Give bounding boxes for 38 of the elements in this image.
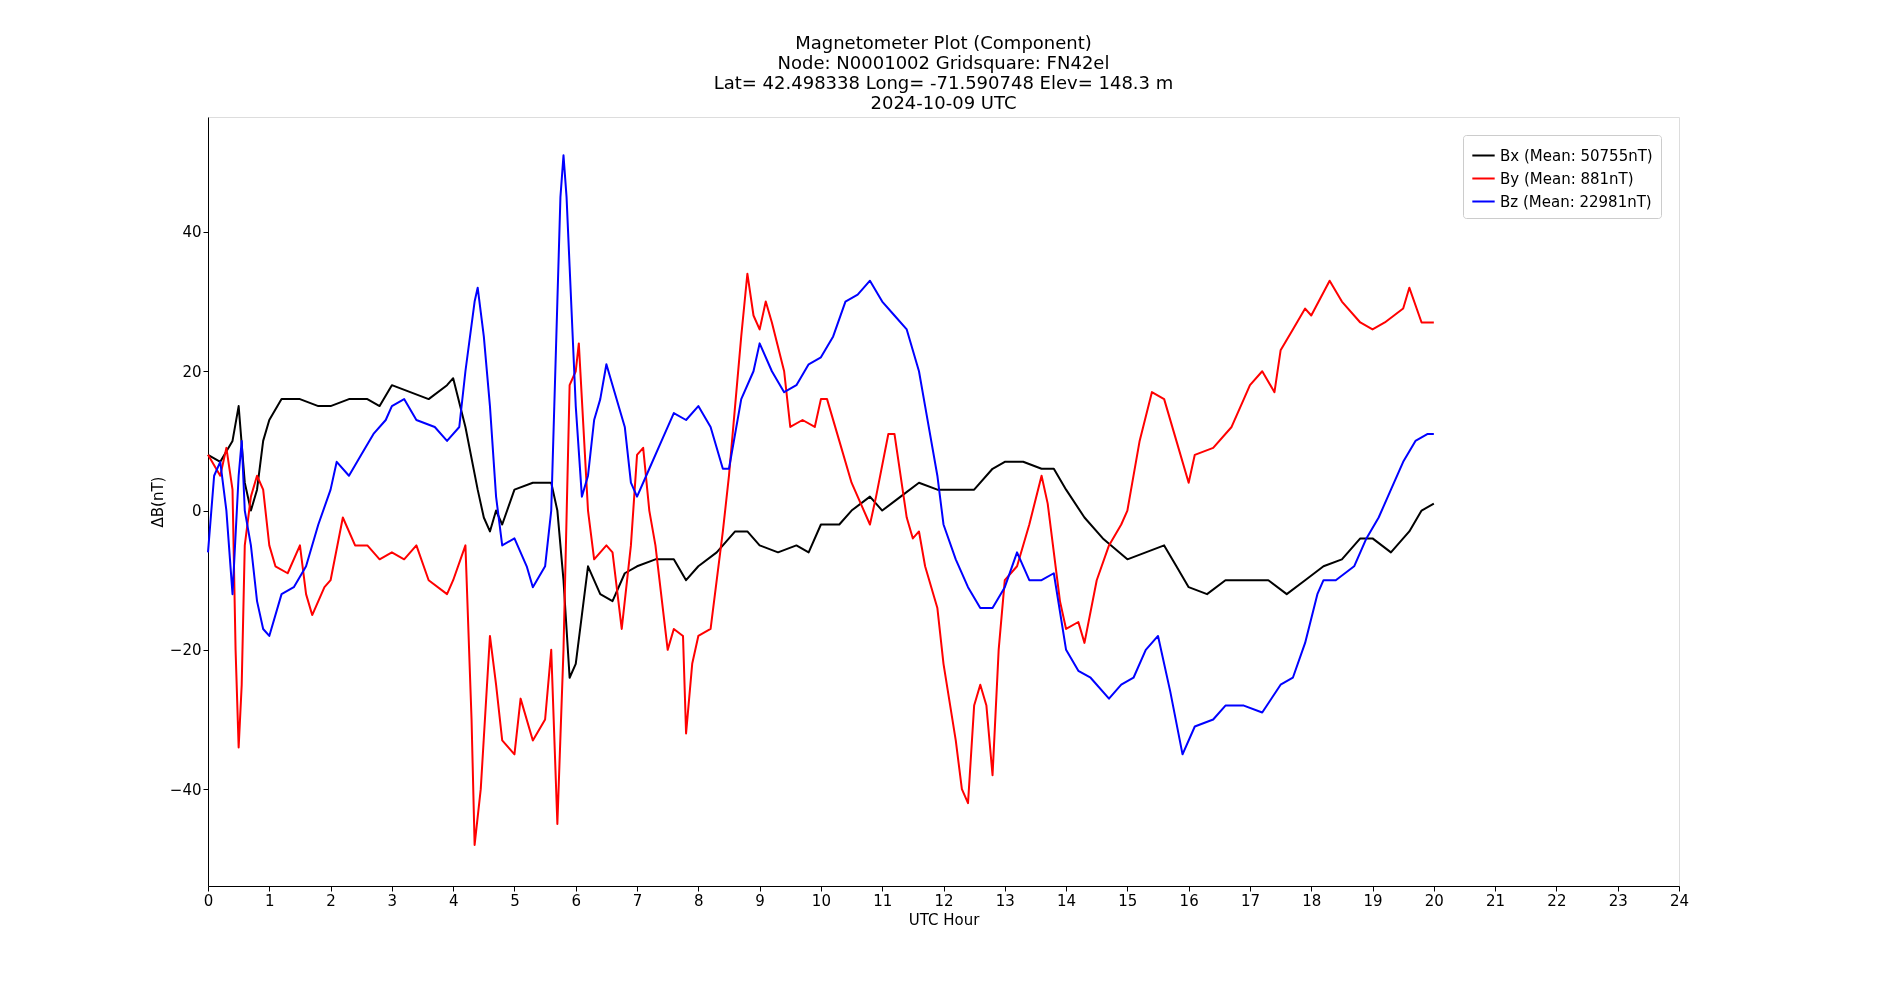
x-tick-label: 6 xyxy=(571,891,582,910)
x-tick-label: 8 xyxy=(694,891,704,910)
y-axis-title: ΔB(nT) xyxy=(148,476,167,528)
x-tick-label: 9 xyxy=(755,891,765,910)
x-tick-label: 23 xyxy=(1608,891,1628,910)
x-axis-title: UTC Hour xyxy=(908,910,981,929)
x-tick-label: 15 xyxy=(1118,891,1138,910)
x-tick-label: 7 xyxy=(632,891,643,910)
x-tick-label: 19 xyxy=(1363,891,1383,910)
x-tick-label: 11 xyxy=(873,891,893,910)
x-tick-label: 22 xyxy=(1547,891,1567,910)
x-tick-label: 1 xyxy=(265,891,275,910)
y-tick-label: −20 xyxy=(169,641,202,660)
x-tick-label: 14 xyxy=(1057,891,1077,910)
x-tick-label: 16 xyxy=(1179,891,1199,910)
x-tick-label: 2 xyxy=(326,891,336,910)
y-tick-label: 40 xyxy=(182,223,202,242)
x-tick-label: 13 xyxy=(995,891,1015,910)
x-tick-label: 10 xyxy=(811,891,831,910)
y-tick-label: 20 xyxy=(182,362,202,381)
x-tick-label: 20 xyxy=(1424,891,1444,910)
legend-label: Bx (Mean: 50755nT) xyxy=(1500,146,1653,165)
x-tick-label: 12 xyxy=(934,891,954,910)
line-series xyxy=(207,272,1435,846)
legend-label: Bz (Mean: 22981nT) xyxy=(1500,192,1652,211)
x-tick-label: 0 xyxy=(203,891,214,910)
x-tick-label: 18 xyxy=(1302,891,1322,910)
y-tick-label: 0 xyxy=(191,502,202,521)
x-tick-label: 21 xyxy=(1486,891,1506,910)
chart-title: Magnetometer Plot (Component) Node: N0001002 Gridsquare: FN42el Lat= 42.498338 Long= -71.590748 Elev= 148.3 m 2024-10-09 UTC xyxy=(713,32,1174,113)
legend-label: By (Mean: 881nT) xyxy=(1500,169,1634,188)
x-tick-label: 5 xyxy=(510,891,520,910)
line-series xyxy=(207,154,1435,756)
x-tick-label: 4 xyxy=(448,891,459,910)
x-tick-label: 24 xyxy=(1669,891,1690,910)
x-tick-label: 3 xyxy=(387,891,398,910)
y-tick-label: −40 xyxy=(169,780,202,799)
x-tick-label: 17 xyxy=(1240,891,1261,910)
